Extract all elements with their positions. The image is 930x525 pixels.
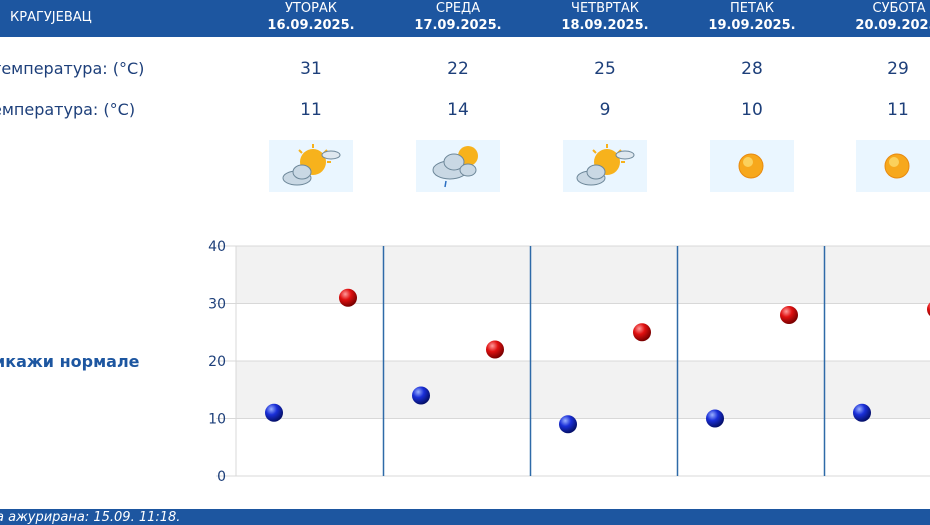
chart-band bbox=[236, 361, 930, 419]
min-temp-point bbox=[559, 415, 577, 434]
day-header-4: ПЕТАК 19.09.2025. bbox=[677, 0, 827, 34]
cloud-rain-sun-icon bbox=[416, 140, 500, 192]
y-tick-label: 0 bbox=[217, 469, 226, 485]
day-date: 19.09.2025. bbox=[708, 18, 796, 33]
max-temp-label: температура: (°C) bbox=[0, 59, 145, 78]
max-temp-point bbox=[927, 302, 930, 316]
min-temp-value: 11 bbox=[300, 100, 322, 120]
min-temp-value: 9 bbox=[599, 100, 611, 120]
day-header-2: СРЕДА 17.09.2025. bbox=[383, 0, 533, 34]
max-temp-point bbox=[780, 306, 798, 324]
max-temp-value: 31 bbox=[300, 59, 322, 79]
y-tick-label: 30 bbox=[208, 297, 226, 313]
partly-cloudy-icon bbox=[563, 140, 647, 192]
max-temp-value: 25 bbox=[594, 59, 616, 79]
max-temp-point bbox=[339, 288, 357, 307]
min-temp-label: емпература: (°C) bbox=[0, 100, 136, 119]
min-temp-value: 11 bbox=[887, 100, 909, 120]
day-header-5: СУБОТА 20.09.2025. bbox=[824, 0, 930, 34]
show-normals-link[interactable]: икажи нормале bbox=[0, 352, 140, 371]
day-date: 20.09.2025. bbox=[855, 18, 930, 33]
city-name: КРАГУЈЕВАЦ bbox=[10, 10, 92, 25]
day-name: УТОРАК bbox=[284, 1, 338, 16]
last-updated-text: а ажурирана: 15.09. 11:18. bbox=[0, 510, 181, 525]
y-tick-label: 20 bbox=[208, 354, 226, 370]
min-temp-value: 10 bbox=[741, 100, 763, 120]
day-header-1: УТОРАК 16.09.2025. bbox=[236, 0, 386, 34]
day-date: 17.09.2025. bbox=[414, 18, 502, 33]
partly-cloudy-icon bbox=[269, 140, 353, 192]
day-name: СУБОТА bbox=[872, 1, 926, 16]
day-name: ПЕТАК bbox=[729, 1, 775, 16]
min-temp-point bbox=[706, 409, 724, 428]
min-temp-point bbox=[412, 386, 430, 405]
sun-icon bbox=[856, 140, 930, 192]
min-temp-point bbox=[853, 403, 871, 422]
max-temp-value: 22 bbox=[447, 59, 469, 79]
forecast-header: КРАГУЈЕВАЦ УТОРАК 16.09.2025. СРЕДА 17.0… bbox=[0, 0, 930, 37]
min-temp-point bbox=[265, 403, 283, 422]
sun-icon bbox=[710, 140, 794, 192]
min-temp-value: 14 bbox=[447, 100, 469, 120]
footer-bar: а ажурирана: 15.09. 11:18. bbox=[0, 509, 930, 525]
day-name: СРЕДА bbox=[435, 1, 481, 16]
day-name: ЧЕТВРТАК bbox=[571, 1, 639, 16]
temperature-chart: 0 10 20 30 40 bbox=[208, 239, 930, 485]
y-tick-label: 10 bbox=[208, 412, 226, 428]
day-date: 16.09.2025. bbox=[267, 18, 355, 33]
max-temp-value: 28 bbox=[741, 59, 763, 79]
max-temp-point bbox=[486, 340, 504, 359]
day-date: 18.09.2025. bbox=[561, 18, 649, 33]
max-temp-point bbox=[633, 323, 651, 342]
day-header-3: ЧЕТВРТАК 18.09.2025. bbox=[530, 0, 680, 34]
max-temp-value: 29 bbox=[887, 59, 909, 79]
y-tick-label: 40 bbox=[208, 239, 226, 255]
